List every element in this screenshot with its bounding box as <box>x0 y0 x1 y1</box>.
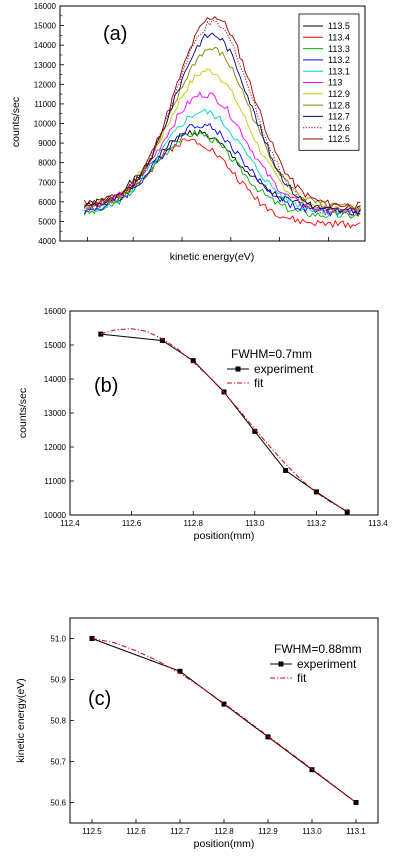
y-tick-label-c: 50.6 <box>50 799 66 808</box>
data-point-b <box>252 428 258 434</box>
data-point-c <box>309 767 315 773</box>
series-line-113-3 <box>83 129 361 219</box>
fwhm-annotation-b: FWHM=0.7mm <box>231 347 312 361</box>
y-tick-label-b: 12000 <box>44 443 67 452</box>
x-tick-label-c: 112.9 <box>258 827 278 836</box>
x-tick-label-c: 112.8 <box>214 827 234 836</box>
data-point-c <box>177 668 183 674</box>
series-line-113 <box>84 91 361 215</box>
data-point-c <box>265 734 271 740</box>
legend-label-a: 112.9 <box>328 89 350 99</box>
y-axis-label-b: counts/sec <box>17 388 29 438</box>
legend-marker-b <box>235 366 241 372</box>
panel-label-c: (c) <box>88 688 111 710</box>
y-tick-label-c: 50.9 <box>50 676 66 685</box>
y-tick-label-a: 8000 <box>38 159 56 168</box>
chart-b: 112.4 112.6 112.8 113.0 113.2 113.4 10000 11000… <box>17 307 388 542</box>
legend-label-a: 112.6 <box>328 123 350 133</box>
x-tick-label-b: 113.4 <box>368 519 388 528</box>
data-point-b <box>313 489 319 495</box>
y-axis-label-a: counts/sec <box>10 97 22 147</box>
y-tick-label-a: 12000 <box>34 80 57 89</box>
series-line-113-1 <box>84 108 361 215</box>
data-point-c <box>221 701 227 707</box>
legend-label-c: fit <box>297 671 307 685</box>
y-tick-label-b: 11000 <box>44 477 66 486</box>
y-axis-label-c: kinetic energy(eV) <box>15 678 27 763</box>
x-tick-label-c: 112.6 <box>126 827 146 836</box>
y-tick-label-b: 13000 <box>44 409 67 418</box>
data-point-b <box>283 467 289 473</box>
y-tick-label-c: 50.7 <box>50 758 66 767</box>
y-tick-label-b: 16000 <box>44 307 67 316</box>
y-tick-label-a: 15000 <box>34 22 57 31</box>
x-axis-label-b: position(mm) <box>194 530 255 542</box>
legend-label-a: 112.5 <box>328 134 350 144</box>
legend-label-a: 113.4 <box>328 33 350 43</box>
series-line-112-9 <box>84 68 361 214</box>
y-tick-label-b: 15000 <box>44 341 67 350</box>
series-line-112-8 <box>84 47 361 211</box>
legend-label-a: 112.8 <box>328 100 350 110</box>
x-tick-label-c: 113.1 <box>346 827 366 836</box>
y-tick-label-a: 5000 <box>38 217 56 226</box>
data-point-b <box>159 338 165 344</box>
legend-label-a: 113.5 <box>328 21 350 31</box>
y-tick-label-a: 10000 <box>34 120 57 129</box>
legend-label-a: 112.7 <box>328 112 350 122</box>
legend-label-b: experiment <box>254 362 314 376</box>
legend-label-a: 113.1 <box>328 66 350 76</box>
y-tick-label-a: 7000 <box>38 178 56 187</box>
panel-label-a: (a) <box>103 23 127 45</box>
legend-label-c: experiment <box>297 657 357 671</box>
x-tick-label-b: 112.8 <box>183 519 203 528</box>
legend-label-a: 113.2 <box>328 55 350 65</box>
plot-frame-b <box>69 310 379 516</box>
y-tick-label-a: 6000 <box>38 198 56 207</box>
chart-a: 4000 5000 6000 7000 8000 9000 10000 11000 12000 1… <box>10 2 366 263</box>
legend-marker-c <box>278 661 284 667</box>
x-tick-label-b: 112.4 <box>60 519 80 528</box>
fwhm-annotation-c: FWHM=0.88mm <box>274 642 362 656</box>
series-line-112-7 <box>84 32 361 216</box>
x-tick-label-b: 113.2 <box>307 519 327 528</box>
legend-label-a: 113.3 <box>328 44 350 54</box>
series-line-fit-c <box>91 638 357 803</box>
data-point-b <box>344 509 350 515</box>
y-tick-label-a: 9000 <box>38 139 56 148</box>
data-point-b <box>190 358 196 364</box>
chart-c: 112.5 112.6 112.7 112.8 112.9 113.0 113.1 50.6 5… <box>15 617 379 850</box>
x-tick-label-c: 112.7 <box>170 827 190 836</box>
series-line-112-6 <box>84 19 361 219</box>
y-tick-label-c: 51.0 <box>50 635 66 644</box>
x-tick-label-c: 112.5 <box>82 827 102 836</box>
y-tick-label-b: 14000 <box>44 375 67 384</box>
y-tick-label-a: 11000 <box>34 100 56 109</box>
data-point-b <box>98 331 104 337</box>
y-tick-label-a: 16000 <box>34 2 57 11</box>
x-axis-label-a: kinetic energy(eV) <box>170 251 255 263</box>
series-line-fit-b <box>100 328 348 512</box>
y-tick-label-a: 4000 <box>38 237 56 246</box>
x-tick-label-c: 113.0 <box>302 827 322 836</box>
legend-label-b: fit <box>254 376 264 390</box>
x-tick-label-b: 112.6 <box>122 519 142 528</box>
panel-label-b: (b) <box>94 375 118 397</box>
y-tick-label-c: 50.8 <box>50 717 66 726</box>
y-tick-label-b: 10000 <box>44 511 67 520</box>
series-line-experiment-c <box>91 638 357 803</box>
x-axis-label-c: position(mm) <box>194 838 255 850</box>
x-tick-label-b: 113.0 <box>245 519 265 528</box>
series-line-112-5 <box>84 16 361 210</box>
y-tick-label-a: 14000 <box>34 41 57 50</box>
y-tick-label-a: 13000 <box>34 61 57 70</box>
legend-label-a: 113 <box>328 78 342 88</box>
